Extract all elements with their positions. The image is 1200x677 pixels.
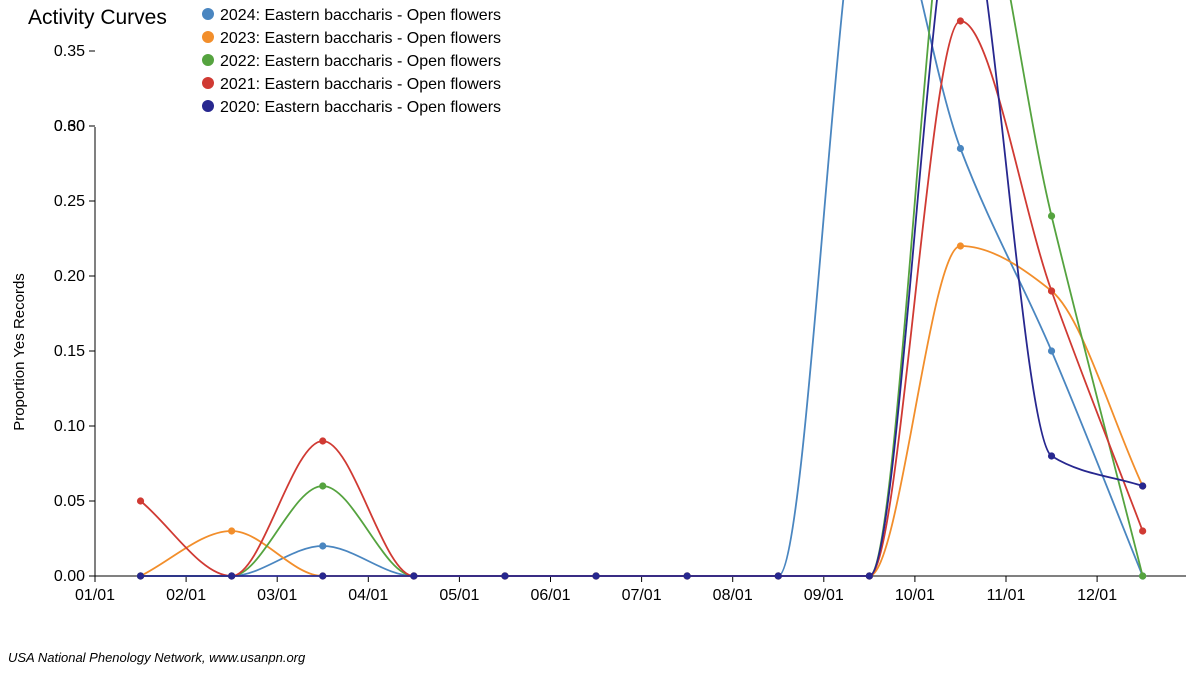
- x-tick-label: 02/01: [166, 587, 206, 604]
- legend-label: 2023: Eastern baccharis - Open flowers: [220, 30, 501, 47]
- data-point: [136, 497, 145, 505]
- legend-swatch: [202, 100, 214, 112]
- data-point: [865, 572, 873, 580]
- data-point: [319, 437, 327, 445]
- x-tick-label: 01/01: [75, 587, 115, 604]
- y-tick-label: 0.00: [54, 568, 85, 585]
- legend-swatch: [202, 77, 214, 89]
- y-tick-label: 0.30: [54, 118, 85, 135]
- x-tick-label: 11/01: [987, 587, 1026, 604]
- data-point: [956, 17, 965, 25]
- x-tick-label: 04/01: [348, 587, 388, 604]
- y-axis-label: Proportion Yes Records: [11, 273, 28, 431]
- legend-label: 2022: Eastern baccharis - Open flowers: [220, 53, 501, 70]
- y-tick-label: 0.10: [54, 418, 85, 435]
- data-point: [683, 572, 691, 580]
- data-point: [956, 242, 965, 250]
- legend-swatch: [202, 54, 214, 66]
- legend-swatch: [202, 31, 214, 43]
- data-point: [1139, 482, 1147, 490]
- data-point: [228, 527, 236, 535]
- data-point: [1047, 347, 1056, 355]
- legend-label: 2024: Eastern baccharis - Open flowers: [220, 7, 501, 24]
- series-group: [136, 0, 1147, 580]
- x-tick-label: 05/01: [439, 587, 479, 604]
- data-point: [319, 482, 327, 490]
- data-point: [1139, 527, 1147, 535]
- data-point: [774, 572, 782, 580]
- data-point: [319, 542, 327, 550]
- legend-label: 2020: Eastern baccharis - Open flowers: [220, 99, 501, 116]
- data-point: [1047, 287, 1056, 295]
- series-layer: [136, 0, 1147, 580]
- y-tick-label: 0.20: [54, 268, 85, 285]
- data-point: [592, 572, 600, 580]
- credit-text: USA National Phenology Network, www.usan…: [8, 650, 306, 665]
- series-group: [136, 242, 1147, 580]
- x-tick-label: 09/01: [804, 587, 844, 604]
- data-point: [228, 572, 236, 580]
- legend-label: 2021: Eastern baccharis - Open flowers: [220, 76, 501, 93]
- data-point: [1047, 452, 1056, 460]
- series-line: [140, 0, 1143, 577]
- data-point: [1139, 572, 1147, 580]
- x-tick-label: 06/01: [530, 587, 570, 604]
- y-tick-label: 0.35: [54, 43, 85, 60]
- axes: 0.000.050.100.150.200.250.300.350.400.45…: [11, 43, 1186, 604]
- legend: 2024: Eastern baccharis - Open flowers 20…: [202, 7, 501, 116]
- x-tick-label: 03/01: [257, 587, 297, 604]
- chart-title: Activity Curves: [28, 6, 167, 29]
- series-line: [140, 245, 1144, 577]
- data-point: [136, 572, 145, 580]
- y-tick-label: 0.25: [54, 193, 85, 210]
- y-tick-label: 0.05: [54, 493, 85, 510]
- x-tick-label: 10/01: [895, 587, 935, 604]
- y-tick-label: 0.15: [54, 343, 85, 360]
- data-point: [1047, 212, 1056, 220]
- x-tick-label: 08/01: [713, 587, 753, 604]
- data-point: [956, 144, 965, 153]
- data-point: [501, 572, 509, 580]
- data-point: [410, 572, 418, 580]
- x-tick-label: 07/01: [622, 587, 662, 604]
- x-tick-label: 12/01: [1077, 587, 1117, 604]
- data-point: [319, 572, 327, 580]
- y-tick-label: 0.60: [54, 118, 85, 135]
- legend-swatch: [202, 8, 214, 20]
